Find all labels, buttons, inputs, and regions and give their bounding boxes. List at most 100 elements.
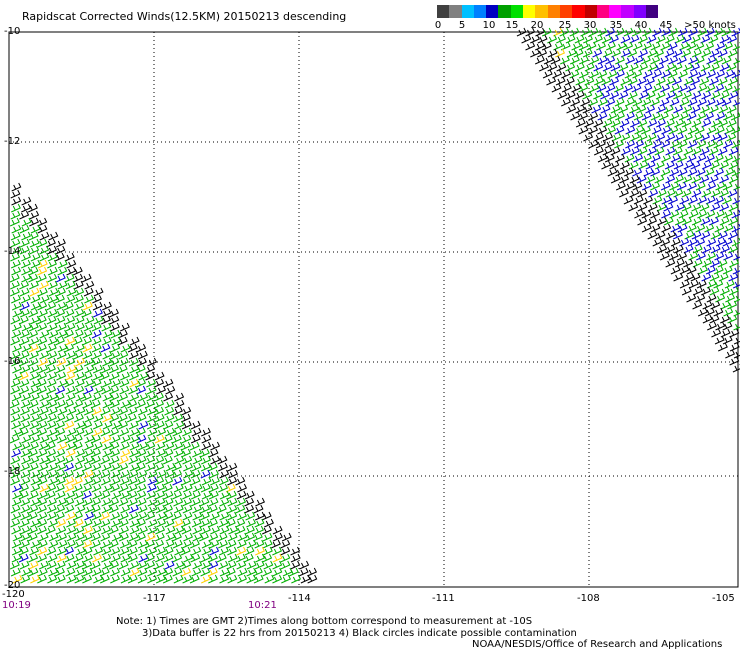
wind-barb	[681, 34, 692, 44]
wind-barb	[610, 174, 621, 184]
wind-barb	[30, 497, 41, 507]
wind-barb	[64, 504, 75, 514]
wind-barb	[30, 406, 40, 416]
wind-barb	[147, 504, 158, 514]
wind-barb	[252, 532, 263, 542]
wind-barb	[111, 378, 121, 388]
wind-barb	[136, 448, 147, 458]
wind-barb	[236, 539, 247, 549]
wind-barb	[661, 125, 672, 135]
wind-barb	[102, 357, 113, 367]
wind-barb	[120, 399, 131, 409]
wind-barb	[47, 497, 57, 507]
wind-barb	[147, 574, 158, 584]
wind-barb	[650, 153, 661, 163]
wind-barb	[246, 518, 257, 528]
wind-barb	[39, 329, 50, 339]
wind-barb	[218, 539, 228, 549]
wind-barb	[679, 279, 690, 289]
wind-barb	[624, 69, 635, 79]
wind-barb	[28, 273, 39, 283]
wind-barb	[47, 259, 58, 269]
wind-barb	[254, 525, 264, 535]
wind-barb	[110, 553, 121, 563]
wind-barb	[719, 62, 730, 72]
wind-barb	[722, 181, 733, 191]
wind-barb	[208, 518, 218, 528]
wind-barb	[583, 34, 593, 44]
wind-barb	[21, 434, 32, 444]
wind-barb	[28, 357, 39, 367]
wind-barb	[93, 385, 104, 395]
wind-barb	[624, 111, 635, 121]
wind-barb	[37, 497, 48, 507]
wind-barb	[677, 153, 688, 163]
wind-barb	[307, 574, 318, 584]
wind-barb	[710, 90, 721, 100]
wind-barb	[686, 153, 697, 163]
wind-barb	[578, 41, 589, 51]
wind-barb	[182, 455, 193, 465]
wind-barb	[65, 357, 76, 367]
wind-barb	[597, 69, 608, 79]
wind-barb	[109, 392, 120, 402]
wind-barb	[516, 27, 527, 37]
wind-barb	[30, 476, 41, 486]
wind-barb	[216, 553, 227, 563]
wind-barb	[74, 497, 85, 507]
wind-barb	[47, 553, 58, 563]
wind-barb	[593, 76, 604, 86]
wind-barb	[65, 322, 76, 332]
wind-barb	[28, 560, 39, 570]
wind-barb	[687, 125, 698, 135]
wind-barb	[632, 167, 643, 177]
wind-barb	[137, 539, 148, 549]
wind-barb	[37, 238, 48, 248]
wind-barbs	[9, 27, 740, 584]
wind-barb	[727, 48, 738, 58]
wind-barb	[732, 265, 740, 275]
wind-barb	[101, 546, 112, 556]
wind-barb	[136, 455, 147, 465]
wind-barb	[697, 27, 708, 37]
wind-barb	[110, 434, 121, 444]
wind-barb	[109, 315, 120, 325]
wind-barb	[714, 195, 725, 205]
wind-barb	[29, 336, 40, 346]
wind-barb	[623, 83, 634, 93]
wind-barb	[156, 546, 166, 556]
wind-barb	[181, 525, 192, 535]
wind-barb	[636, 104, 647, 114]
wind-barb	[47, 266, 58, 276]
wind-barb	[154, 539, 165, 549]
wind-barb	[691, 118, 702, 128]
wind-barb	[720, 244, 730, 254]
wind-barb	[101, 525, 111, 535]
wind-barb	[687, 139, 698, 149]
wind-barb	[632, 69, 643, 79]
wind-barb	[11, 392, 22, 402]
wind-barb	[110, 399, 120, 409]
wind-barb	[29, 371, 40, 381]
wind-barb	[650, 97, 660, 107]
wind-barb	[701, 118, 712, 128]
wind-barb	[55, 448, 66, 458]
wind-barb	[37, 567, 48, 577]
wind-barb	[728, 272, 739, 282]
wind-barb	[727, 76, 738, 86]
map-title: Rapidscat Corrected Winds(12.5KM) 201502…	[22, 10, 347, 23]
wind-barb	[668, 125, 679, 135]
wind-barb	[620, 48, 631, 58]
wind-barb	[578, 55, 589, 65]
wind-barb	[701, 48, 712, 58]
wind-barb	[605, 83, 616, 93]
wind-barb	[11, 329, 22, 339]
wind-barb	[12, 441, 23, 451]
wind-barb	[682, 62, 693, 72]
wind-barb	[56, 371, 67, 381]
wind-barb	[218, 476, 229, 486]
wind-barb	[118, 420, 129, 430]
wind-barb	[74, 287, 85, 297]
wind-barb	[129, 441, 140, 451]
